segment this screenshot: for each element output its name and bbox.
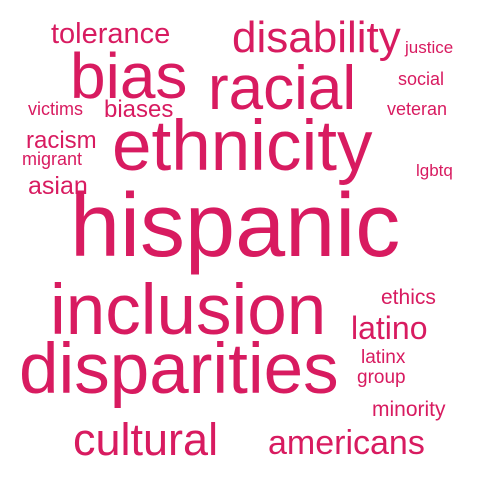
word-social: social [398, 69, 445, 89]
word-justice: justice [405, 38, 454, 57]
word-lgbtq: lgbtq [416, 161, 453, 180]
word-ethics: ethics [381, 286, 436, 309]
word-group: group [357, 367, 406, 388]
word-latino: latino [351, 310, 428, 346]
word-cultural: cultural [73, 414, 219, 465]
word-victims: victims [28, 99, 83, 119]
word-asian: asian [28, 172, 88, 200]
word-veteran: veteran [387, 99, 448, 119]
word-tolerance: tolerance [51, 18, 171, 50]
word-disability: disability [232, 13, 401, 62]
word-bias: bias [70, 40, 188, 112]
word-hispanic: hispanic [70, 176, 401, 276]
word-racial: racial [208, 54, 357, 123]
word-migrant: migrant [22, 149, 83, 169]
word-biases: biases [104, 96, 174, 123]
word-inclusion: inclusion [50, 271, 327, 350]
word-ethnicity: ethnicity [112, 107, 373, 186]
word-latinx: latinx [361, 347, 406, 368]
word-racism: racism [26, 127, 97, 154]
word-americans: americans [268, 424, 425, 462]
word-minority: minority [372, 398, 446, 421]
word-disparities: disparities [19, 330, 339, 409]
